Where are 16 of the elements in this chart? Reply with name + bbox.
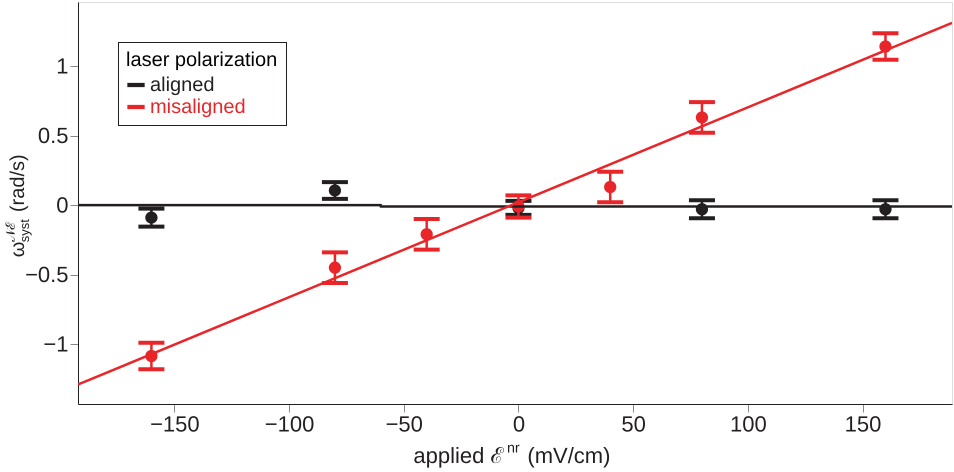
- y-tick-label: −0.5: [25, 262, 68, 288]
- x-tick-label: −150: [150, 412, 200, 436]
- legend-title: laser polarization: [126, 49, 278, 71]
- legend-label: aligned: [150, 74, 215, 96]
- x-tick-label: −50: [386, 412, 423, 436]
- y-tick-label: 1: [56, 53, 68, 78]
- y-axis-title: ωsyst𝒩ℰ (rad/s): [3, 154, 32, 258]
- x-tick-label: 50: [621, 412, 646, 436]
- x-tick-label: 150: [844, 412, 882, 436]
- y-tick-label: 0: [56, 192, 68, 218]
- y-tick-label: 0.5: [38, 123, 68, 148]
- x-tick-label: 0: [512, 412, 526, 436]
- x-tick-label: −100: [264, 412, 314, 436]
- x-tick-label: 100: [730, 412, 767, 436]
- y-tick-label: −1: [43, 332, 68, 357]
- legend-label: misaligned: [150, 96, 246, 118]
